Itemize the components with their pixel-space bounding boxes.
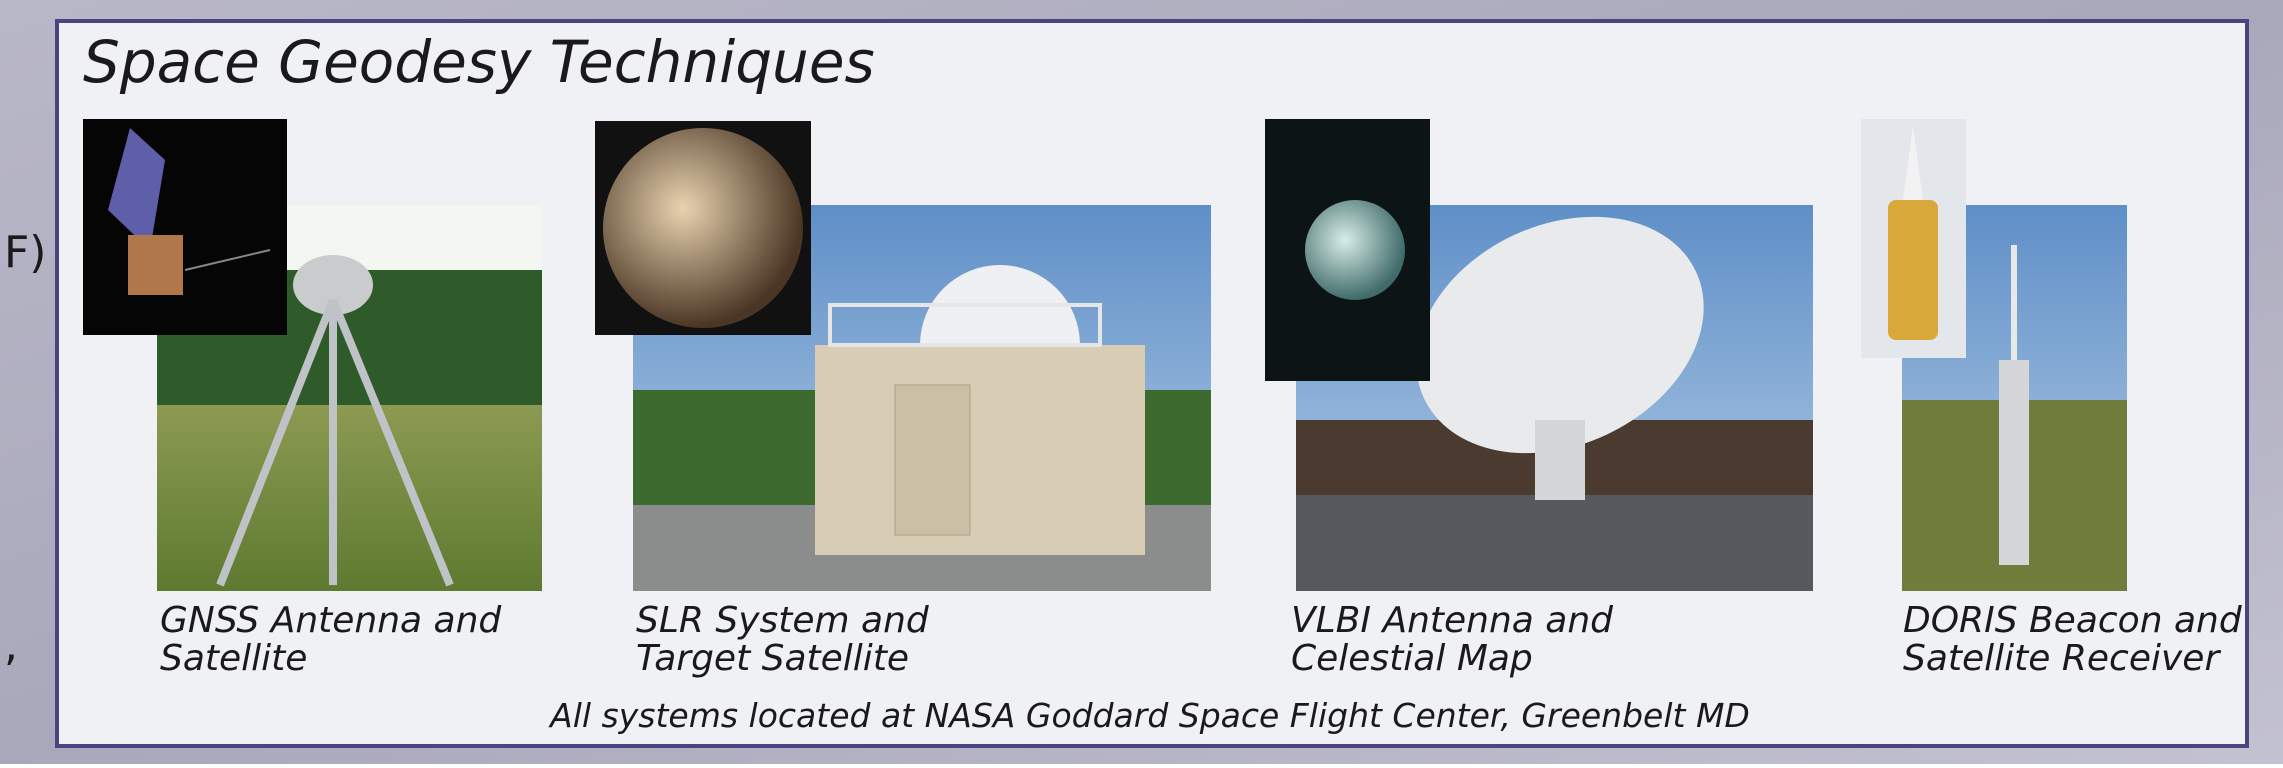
side-fragment: , bbox=[4, 620, 18, 671]
side-fragment: F) bbox=[4, 227, 46, 278]
caption-line: GNSS Antenna and bbox=[160, 600, 502, 641]
caption-line: Satellite Receiver bbox=[1903, 638, 2221, 679]
caption-line: DORIS Beacon and bbox=[1903, 600, 2243, 641]
panel-title: Space Geodesy Techniques bbox=[83, 28, 875, 96]
caption-line: Satellite bbox=[160, 638, 307, 679]
vlbi-celestial-inset bbox=[1265, 119, 1430, 381]
doris-receiver-inset bbox=[1861, 119, 1966, 358]
footer-note: All systems located at NASA Goddard Spac… bbox=[548, 696, 1750, 735]
slr-satellite-inset bbox=[595, 121, 811, 335]
slide: F) , Space Geodesy Techniques bbox=[0, 0, 2283, 764]
caption-line: Target Satellite bbox=[636, 638, 909, 679]
caption-line: VLBI Antenna and bbox=[1291, 600, 1614, 641]
caption-line: SLR System and bbox=[636, 600, 930, 641]
gnss-satellite-inset bbox=[83, 119, 287, 335]
caption-line: Celestial Map bbox=[1291, 638, 1533, 679]
